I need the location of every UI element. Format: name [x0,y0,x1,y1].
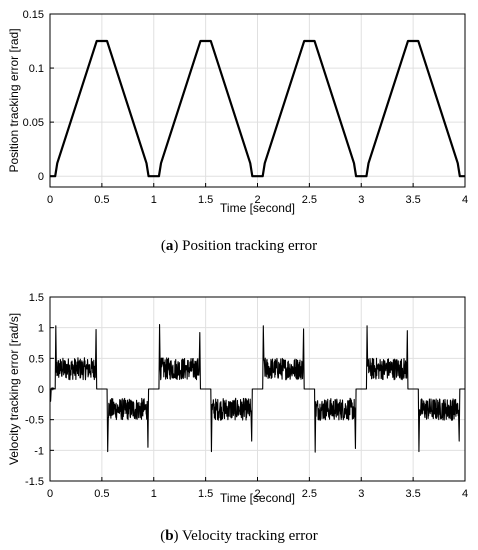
velocity-x-tick-label: 2 [254,488,260,500]
position-y-tick-label: 0.05 [23,117,44,129]
position-caption-paren-open: ( [161,238,166,254]
velocity-caption-paren-close: ) [174,528,182,544]
position-caption: (a) Position tracking error [161,238,317,254]
position-x-tick-label: 0.5 [94,194,109,206]
position-error-chart: 0 0.5 1 1.5 2 2.5 3 3.5 4 0 0.05 0.1 0.15 Time [sec… [7,9,468,254]
position-y-axis-label: Position tracking error [rad] [7,28,21,172]
position-x-tick-label: 2.5 [302,194,317,206]
velocity-y-tick-label: -1 [34,445,44,457]
velocity-y-tick-label: 0.5 [29,353,44,365]
position-x-tick-label: 3 [358,194,364,206]
position-y-tick-label: 0.15 [23,9,44,21]
position-x-tick-label: 3.5 [405,194,420,206]
velocity-y-axis-label: Velocity tracking error [rad/s] [7,313,21,465]
position-caption-text: Position tracking error [182,238,317,254]
velocity-x-tick-label: 0.5 [94,488,109,500]
velocity-caption-paren-open: ( [160,528,165,544]
position-x-tick-label: 0 [47,194,53,206]
position-x-tick-label: 4 [462,194,468,206]
velocity-x-tick-label: 1 [151,488,157,500]
velocity-caption: (b) Velocity tracking error [160,528,318,544]
position-caption-paren-close: ) [173,238,182,254]
velocity-y-tick-label: 1 [38,323,44,335]
position-error-line [50,39,465,178]
position-y-ticks: 0 0.05 0.1 0.15 [23,9,54,183]
velocity-y-tick-label: -1.5 [25,476,44,488]
velocity-x-axis-label: Time [second] [220,491,295,505]
velocity-x-tick-label: 2.5 [302,488,317,500]
position-x-tick-label: 1.5 [198,194,213,206]
position-x-ticks: 0 0.5 1 1.5 2 2.5 3 3.5 4 [47,183,468,206]
velocity-x-tick-label: 1.5 [198,488,213,500]
velocity-y-tick-label: -0.5 [25,415,44,427]
velocity-y-ticks: -1.5 -1 -0.5 0 0.5 1 1.5 [25,292,54,488]
velocity-y-tick-label: 0 [38,384,44,396]
velocity-x-tick-label: 3 [358,488,364,500]
velocity-x-tick-label: 4 [462,488,468,500]
velocity-x-ticks: 0 0.5 1 1.5 2 2.5 3 3.5 4 [47,477,468,500]
velocity-error-line [49,324,465,453]
velocity-x-tick-label: 3.5 [405,488,420,500]
position-x-tick-label: 1 [151,194,157,206]
position-caption-letter: a [166,238,174,254]
velocity-caption-letter: b [165,528,173,544]
position-x-axis-label: Time [second] [220,201,295,215]
position-y-tick-label: 0.1 [29,63,44,75]
position-y-tick-label: 0 [38,171,44,183]
velocity-y-tick-label: 1.5 [29,292,44,304]
velocity-x-tick-label: 0 [47,488,53,500]
velocity-error-chart: 0 0.5 1 1.5 2 2.5 3 3.5 4 -1.5 -1 -0.5 0 0.5 1 1.5 Tim… [7,292,468,544]
position-x-tick-label: 2 [254,194,260,206]
velocity-caption-text: Velocity tracking error [182,528,318,544]
